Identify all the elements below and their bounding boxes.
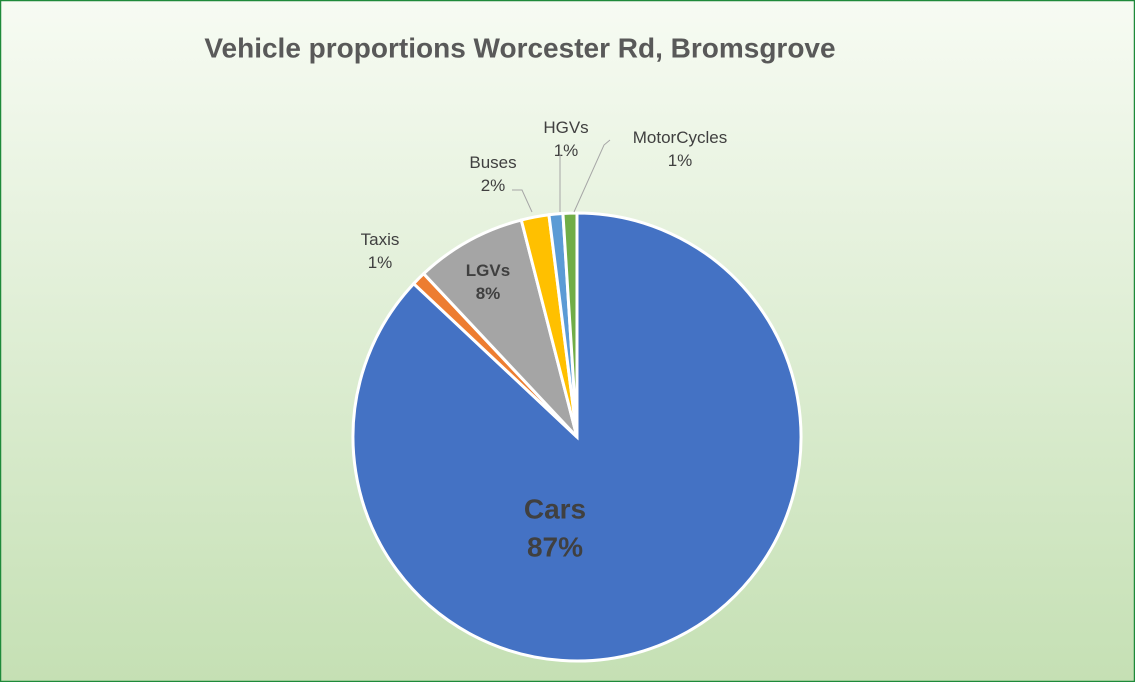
data-label: Taxis 1%	[361, 230, 400, 272]
data-label: LGVs 8%	[466, 261, 510, 303]
label-value: 2%	[481, 176, 506, 195]
label-category: Buses	[469, 153, 516, 172]
label-category: LGVs	[466, 261, 510, 280]
leader-line	[512, 189, 533, 213]
label-category: MotorCycles	[633, 128, 727, 147]
data-label: Buses 2%	[469, 153, 516, 195]
label-value: 1%	[554, 141, 579, 160]
label-category: HGVs	[543, 118, 588, 137]
pie-slice	[421, 218, 579, 439]
chart-title: Vehicle proportions Worcester Rd, Bromsg…	[204, 32, 835, 63]
leader-line	[573, 139, 611, 213]
label-value: 8%	[476, 284, 501, 303]
data-label: MotorCycles 1%	[633, 128, 727, 170]
label-value: 87%	[527, 531, 583, 562]
label-value: 1%	[668, 151, 693, 170]
label-category: Taxis	[361, 230, 400, 249]
data-label: Cars 87%	[524, 493, 586, 562]
pie-slice	[561, 211, 579, 438]
label-value: 1%	[368, 253, 393, 272]
label-category: Cars	[524, 493, 586, 524]
